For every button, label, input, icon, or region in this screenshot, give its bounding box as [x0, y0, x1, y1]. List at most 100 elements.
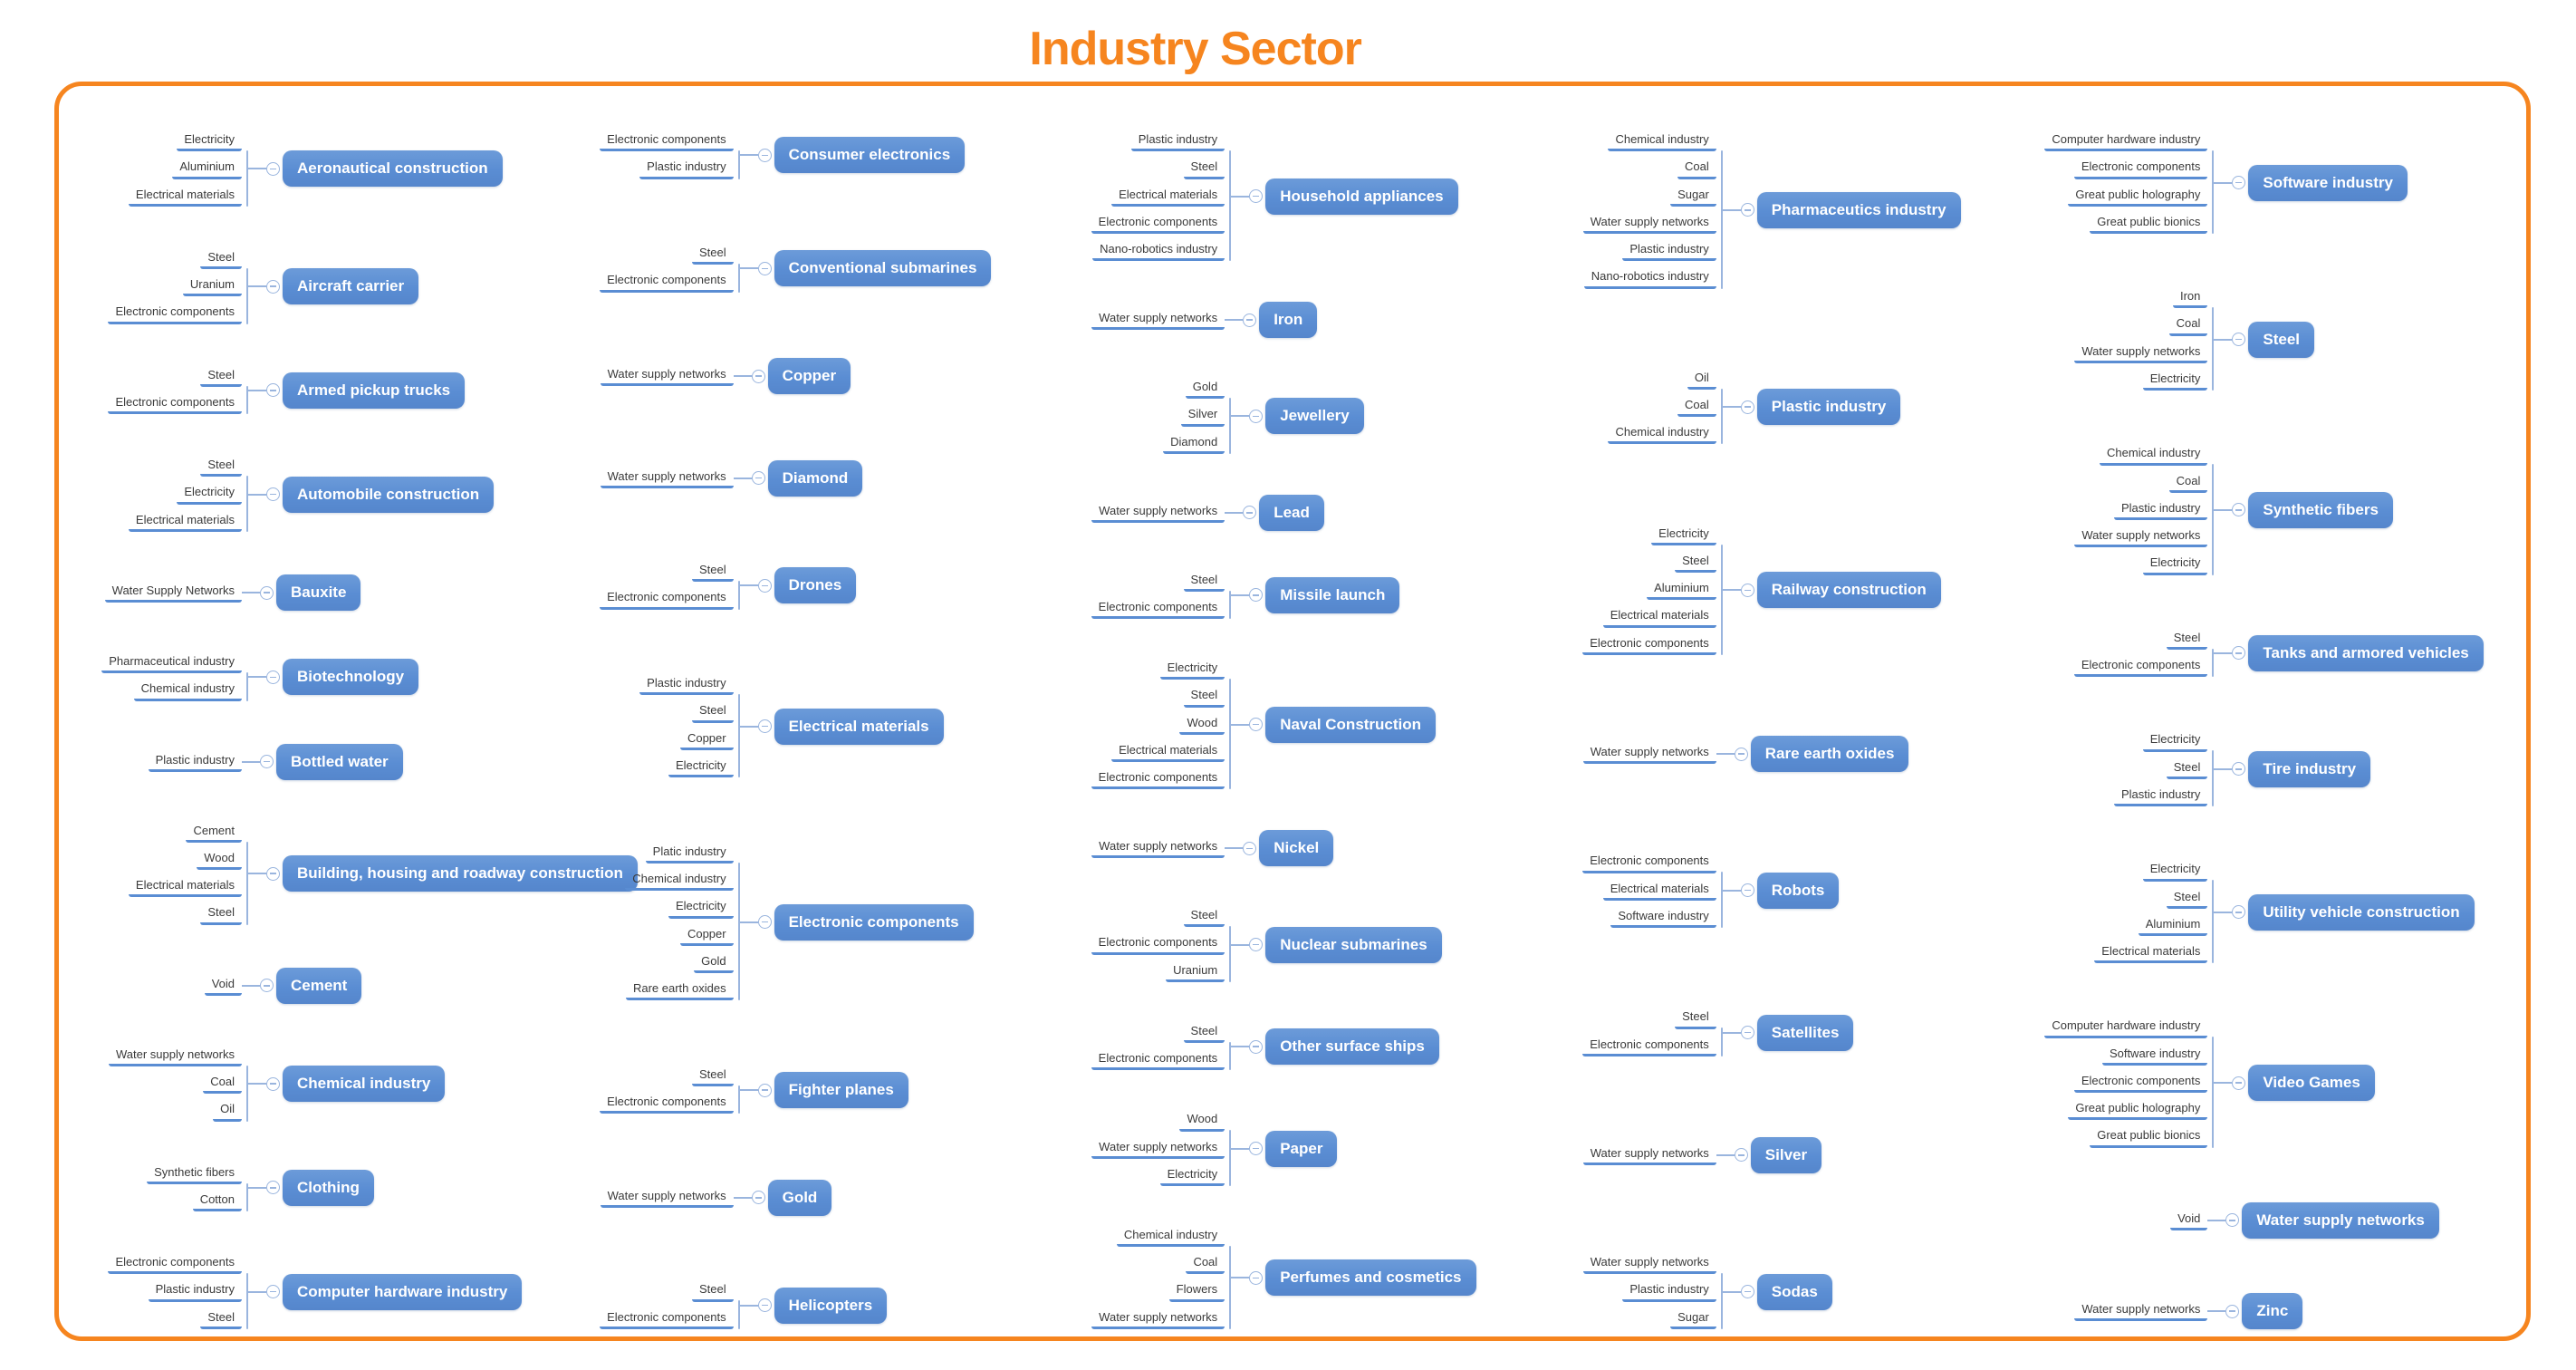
sector-node[interactable]: Sodas — [1756, 1273, 1832, 1310]
sector-node[interactable]: Railway construction — [1756, 572, 1941, 609]
collapse-icon[interactable] — [2232, 333, 2246, 347]
sector-node[interactable]: Steel — [2248, 321, 2315, 358]
collapse-icon[interactable] — [1734, 747, 1748, 761]
collapse-icon[interactable] — [751, 369, 765, 383]
sector-node[interactable]: Perfumes and cosmetics — [1265, 1259, 1476, 1297]
sector-node[interactable]: Tanks and armored vehicles — [2248, 634, 2484, 671]
collapse-icon[interactable] — [751, 1191, 765, 1205]
collapse-icon[interactable] — [1740, 400, 1754, 414]
collapse-icon[interactable] — [266, 161, 280, 176]
sector-node[interactable]: Satellites — [1756, 1014, 1854, 1051]
collapse-icon[interactable] — [1249, 588, 1264, 603]
collapse-icon[interactable] — [2225, 1304, 2240, 1318]
sector-node[interactable]: Gold — [767, 1179, 832, 1216]
sector-node[interactable]: Aeronautical construction — [283, 150, 503, 188]
collapse-icon[interactable] — [2232, 1076, 2246, 1090]
sector-node[interactable]: Silver — [1750, 1136, 1822, 1173]
sector-node[interactable]: Electronic components — [774, 903, 974, 941]
sector-node[interactable]: Fighter planes — [774, 1072, 908, 1109]
sector-node[interactable]: Other surface ships — [1265, 1028, 1439, 1066]
collapse-icon[interactable] — [757, 1083, 772, 1097]
collapse-icon[interactable] — [1243, 506, 1257, 520]
collapse-icon[interactable] — [1249, 1039, 1264, 1054]
sector-node[interactable]: Armed pickup trucks — [283, 371, 466, 409]
collapse-icon[interactable] — [266, 1285, 280, 1299]
sector-node[interactable]: Conventional submarines — [774, 250, 992, 287]
sector-node[interactable]: Helicopters — [774, 1287, 888, 1324]
collapse-icon[interactable] — [2232, 646, 2246, 661]
sector-node[interactable]: Paper — [1265, 1130, 1338, 1167]
collapse-icon[interactable] — [260, 585, 274, 600]
sector-node[interactable]: Plastic industry — [1756, 389, 1901, 426]
sector-node[interactable]: Drones — [774, 567, 857, 604]
sector-node[interactable]: Consumer electronics — [774, 137, 966, 174]
collapse-icon[interactable] — [260, 755, 274, 769]
collapse-icon[interactable] — [1243, 313, 1257, 327]
sector-node[interactable]: Video Games — [2248, 1065, 2375, 1102]
collapse-icon[interactable] — [260, 979, 274, 993]
collapse-icon[interactable] — [1740, 883, 1754, 898]
sector-node[interactable]: Chemical industry — [283, 1066, 446, 1103]
collapse-icon[interactable] — [1249, 409, 1264, 423]
collapse-icon[interactable] — [757, 915, 772, 930]
sector-node[interactable]: Rare earth oxides — [1750, 736, 1909, 773]
sector-node[interactable]: Nickel — [1259, 830, 1334, 867]
sector-node[interactable]: Tire industry — [2248, 750, 2371, 787]
sector-node[interactable]: Bottled water — [276, 743, 403, 780]
collapse-icon[interactable] — [1740, 1026, 1754, 1040]
collapse-icon[interactable] — [2225, 1213, 2240, 1228]
sector-node[interactable]: Building, housing and roadway constructi… — [283, 855, 638, 892]
collapse-icon[interactable] — [266, 670, 280, 684]
sector-node[interactable]: Copper — [767, 358, 851, 395]
sector-node[interactable]: Naval Construction — [1265, 706, 1437, 743]
collapse-icon[interactable] — [1249, 1270, 1264, 1285]
collapse-icon[interactable] — [1740, 203, 1754, 217]
collapse-icon[interactable] — [266, 1181, 280, 1195]
sector-node[interactable]: Iron — [1259, 302, 1318, 339]
sector-node[interactable]: Synthetic fibers — [2248, 491, 2393, 528]
collapse-icon[interactable] — [266, 487, 280, 502]
collapse-icon[interactable] — [1734, 1148, 1748, 1163]
sector-node[interactable]: Household appliances — [1265, 178, 1458, 215]
sector-node[interactable]: Utility vehicle construction — [2248, 893, 2475, 931]
collapse-icon[interactable] — [757, 578, 772, 593]
sector-node[interactable]: Water supply networks — [2242, 1201, 2439, 1239]
collapse-icon[interactable] — [1249, 1142, 1264, 1156]
collapse-icon[interactable] — [751, 471, 765, 486]
collapse-icon[interactable] — [1249, 718, 1264, 732]
sector-node[interactable]: Cement — [276, 967, 362, 1004]
sector-node[interactable]: Robots — [1756, 872, 1840, 909]
collapse-icon[interactable] — [2232, 503, 2246, 517]
sector-node[interactable]: Lead — [1259, 494, 1324, 531]
sector-node[interactable]: Software industry — [2248, 164, 2408, 201]
collapse-icon[interactable] — [1740, 1285, 1754, 1299]
sector-node[interactable]: Aircraft carrier — [283, 268, 419, 305]
collapse-icon[interactable] — [2232, 176, 2246, 189]
collapse-icon[interactable] — [1740, 583, 1754, 597]
collapse-icon[interactable] — [2232, 905, 2246, 920]
sector-node[interactable]: Clothing — [283, 1169, 374, 1206]
sector-node[interactable]: Pharmaceutics industry — [1756, 191, 1961, 228]
sector-node[interactable]: Electrical materials — [774, 708, 944, 745]
collapse-icon[interactable] — [266, 383, 280, 398]
collapse-icon[interactable] — [266, 1076, 280, 1091]
collapse-icon[interactable] — [1243, 841, 1257, 855]
collapse-icon[interactable] — [757, 261, 772, 275]
collapse-icon[interactable] — [1249, 189, 1264, 204]
sector-node[interactable]: Zinc — [2242, 1293, 2303, 1329]
sector-node[interactable]: Automobile construction — [283, 476, 495, 513]
collapse-icon[interactable] — [757, 719, 772, 734]
sector-node[interactable]: Jewellery — [1265, 398, 1364, 435]
sector-node[interactable]: Missile launch — [1265, 576, 1400, 613]
sector-node[interactable]: Bauxite — [276, 574, 361, 611]
collapse-icon[interactable] — [266, 279, 280, 294]
sector-node[interactable]: Diamond — [767, 459, 863, 497]
sector-node[interactable]: Biotechnology — [283, 659, 419, 696]
sector-node[interactable]: Computer hardware industry — [283, 1273, 523, 1310]
collapse-icon[interactable] — [757, 1298, 772, 1313]
collapse-icon[interactable] — [266, 866, 280, 881]
collapse-icon[interactable] — [1249, 938, 1264, 952]
collapse-icon[interactable] — [2232, 762, 2246, 777]
collapse-icon[interactable] — [757, 148, 772, 162]
sector-node[interactable]: Nuclear submarines — [1265, 926, 1442, 963]
